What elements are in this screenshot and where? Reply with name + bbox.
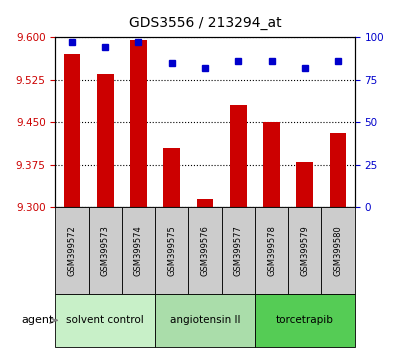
Text: GSM399576: GSM399576 [200,225,209,276]
Bar [288,207,321,294]
Bar [263,122,279,207]
Bar [188,207,221,294]
Text: GSM399572: GSM399572 [67,225,76,276]
Text: GSM399580: GSM399580 [333,225,342,276]
Bar [254,294,354,347]
Bar [55,207,88,294]
Text: agent: agent [21,315,53,325]
Text: GSM399577: GSM399577 [233,225,242,276]
Text: torcetrapib: torcetrapib [275,315,333,325]
Text: GSM399574: GSM399574 [134,225,143,276]
Bar [163,148,180,207]
Bar [221,207,254,294]
Text: angiotensin II: angiotensin II [169,315,240,325]
Text: GSM399575: GSM399575 [167,225,176,276]
Bar [97,74,113,207]
Text: GSM399573: GSM399573 [101,225,110,276]
Bar [121,207,155,294]
Bar [130,40,146,207]
Bar [229,105,246,207]
Bar [88,207,121,294]
Text: GSM399578: GSM399578 [266,225,275,276]
Bar [55,294,155,347]
Text: solvent control: solvent control [66,315,144,325]
Bar [155,207,188,294]
Bar [329,133,346,207]
Bar [155,294,254,347]
Bar [321,207,354,294]
Text: GDS3556 / 213294_at: GDS3556 / 213294_at [128,16,281,30]
Bar [254,207,288,294]
Bar [63,54,80,207]
Bar [296,162,312,207]
Bar [196,199,213,207]
Text: GSM399579: GSM399579 [299,225,308,276]
